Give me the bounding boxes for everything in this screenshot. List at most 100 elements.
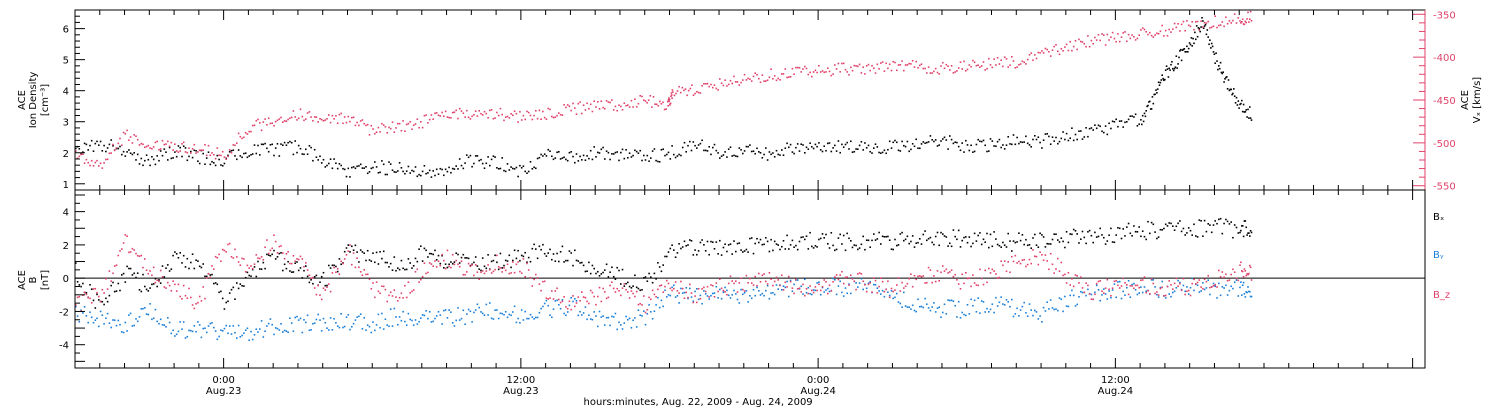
data-point bbox=[329, 317, 332, 319]
data-point bbox=[678, 292, 680, 294]
data-point bbox=[64, 302, 66, 304]
data-point bbox=[1060, 298, 1063, 301]
data-point bbox=[467, 308, 470, 311]
data-point bbox=[108, 294, 111, 297]
data-point bbox=[434, 174, 436, 177]
data-point bbox=[1095, 284, 1098, 287]
data-point bbox=[1103, 34, 1105, 36]
data-point bbox=[1198, 27, 1201, 30]
data-point bbox=[142, 273, 144, 276]
data-point bbox=[230, 333, 233, 335]
data-point bbox=[1145, 110, 1147, 112]
data-point bbox=[949, 242, 951, 245]
data-point bbox=[1104, 44, 1107, 46]
data-point bbox=[561, 245, 564, 248]
data-point bbox=[1028, 144, 1031, 146]
data-point bbox=[145, 313, 148, 315]
data-point bbox=[435, 259, 438, 261]
data-point bbox=[161, 276, 164, 278]
data-point bbox=[167, 159, 169, 161]
data-point bbox=[667, 100, 669, 103]
data-point bbox=[416, 175, 419, 178]
data-point bbox=[423, 262, 426, 264]
data-point bbox=[827, 67, 829, 69]
data-point bbox=[804, 238, 806, 241]
data-point bbox=[165, 326, 167, 328]
data-point bbox=[823, 237, 825, 239]
data-point bbox=[873, 283, 875, 286]
data-point bbox=[786, 234, 788, 237]
data-point bbox=[956, 316, 958, 318]
data-point bbox=[1248, 290, 1250, 293]
data-point bbox=[306, 314, 309, 317]
data-point bbox=[722, 291, 725, 294]
data-point bbox=[257, 118, 259, 121]
data-point bbox=[853, 64, 856, 67]
data-point bbox=[1069, 284, 1071, 286]
data-point bbox=[570, 109, 572, 112]
data-point bbox=[896, 292, 898, 295]
data-point bbox=[749, 78, 751, 80]
data-point bbox=[754, 242, 756, 245]
data-point bbox=[680, 247, 682, 250]
data-point bbox=[198, 162, 201, 165]
data-point bbox=[556, 299, 558, 302]
data-point bbox=[717, 297, 719, 299]
data-point bbox=[809, 292, 811, 295]
data-point bbox=[167, 140, 169, 143]
data-point bbox=[949, 135, 951, 137]
data-point bbox=[89, 144, 91, 147]
data-point bbox=[855, 282, 857, 284]
data-point bbox=[869, 282, 871, 284]
data-point bbox=[708, 253, 710, 256]
data-point bbox=[653, 272, 656, 275]
data-point bbox=[779, 284, 781, 287]
data-point bbox=[1235, 279, 1238, 281]
data-point bbox=[965, 70, 967, 72]
data-point bbox=[96, 159, 98, 162]
data-point bbox=[237, 132, 240, 135]
data-point bbox=[942, 61, 944, 64]
data-point bbox=[1225, 218, 1227, 221]
data-point bbox=[655, 159, 657, 162]
data-point bbox=[899, 302, 902, 305]
data-point bbox=[906, 306, 909, 308]
data-point bbox=[487, 264, 489, 266]
data-point bbox=[379, 251, 381, 253]
data-point bbox=[328, 264, 330, 267]
data-point bbox=[296, 119, 298, 121]
data-point bbox=[1161, 286, 1163, 289]
data-point bbox=[122, 150, 125, 153]
x-tick-label-time: 12:00 bbox=[1101, 375, 1130, 386]
data-point bbox=[910, 148, 912, 151]
data-point bbox=[933, 243, 935, 246]
data-point bbox=[328, 162, 330, 165]
data-point bbox=[349, 328, 351, 331]
data-point bbox=[345, 121, 348, 124]
data-point bbox=[1177, 23, 1179, 25]
data-point bbox=[370, 260, 373, 262]
data-point bbox=[136, 272, 139, 274]
data-point bbox=[1085, 242, 1087, 245]
data-point bbox=[1228, 279, 1231, 281]
data-point bbox=[644, 100, 647, 102]
data-point bbox=[1177, 279, 1179, 282]
data-point bbox=[427, 256, 429, 258]
data-point bbox=[117, 142, 120, 145]
data-point bbox=[437, 173, 440, 175]
data-point bbox=[1111, 287, 1114, 289]
data-point bbox=[1088, 293, 1091, 295]
data-point bbox=[634, 317, 636, 319]
data-point bbox=[1218, 24, 1220, 27]
data-point bbox=[352, 166, 355, 168]
data-point bbox=[1147, 104, 1149, 107]
data-point bbox=[1094, 231, 1096, 234]
data-point bbox=[395, 171, 397, 173]
data-point bbox=[710, 294, 712, 297]
data-point bbox=[609, 284, 611, 287]
data-point bbox=[853, 280, 856, 282]
data-point bbox=[805, 288, 808, 290]
data-point bbox=[1175, 26, 1178, 29]
data-point bbox=[1203, 219, 1206, 222]
data-point bbox=[598, 108, 601, 110]
